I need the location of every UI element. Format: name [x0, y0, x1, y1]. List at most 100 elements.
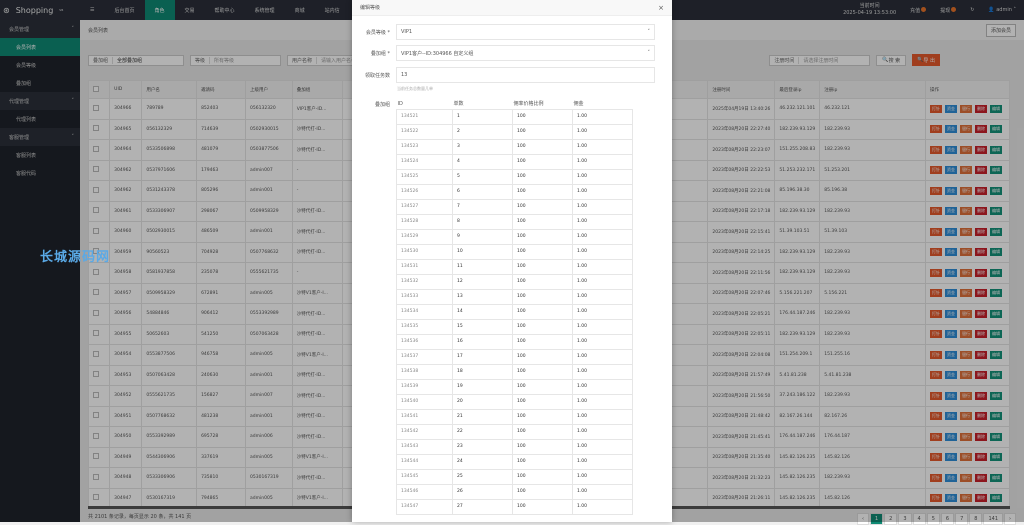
input-cell[interactable]: 1.00 [572, 468, 633, 485]
action-button-删除[interactable]: 删除 [975, 289, 987, 298]
action-button-银行[interactable]: 银行 [960, 330, 972, 339]
action-button-打针[interactable]: 打针 [930, 473, 942, 482]
username-input[interactable]: 请输入用户名称 [321, 57, 357, 64]
input-cell[interactable]: 100 [512, 483, 573, 500]
row-checkbox[interactable] [93, 371, 99, 378]
input-cell[interactable]: 100 [512, 378, 573, 395]
action-button-银行[interactable]: 银行 [960, 494, 972, 503]
nav-item-1[interactable]: 角色 [144, 0, 175, 20]
row-checkbox[interactable] [93, 186, 99, 193]
input-cell[interactable]: 1.00 [572, 318, 633, 335]
action-button-删除[interactable]: 删除 [975, 330, 987, 339]
action-button-编辑[interactable]: 编辑 [990, 207, 1002, 216]
input-cell[interactable]: 22 [452, 423, 513, 440]
action-button-编辑[interactable]: 编辑 [990, 289, 1002, 298]
action-button-编辑[interactable]: 编辑 [990, 350, 1002, 359]
action-button-银行[interactable]: 银行 [960, 207, 972, 216]
nav-item-0[interactable]: 后台首页 [114, 7, 135, 14]
input-cell[interactable]: 1.00 [572, 153, 633, 170]
input-cell[interactable]: 100 [512, 183, 573, 200]
input-cell[interactable]: 1.00 [572, 333, 633, 350]
action-button-打针[interactable]: 打针 [930, 186, 942, 195]
action-button-银行[interactable]: 银行 [960, 412, 972, 421]
action-button-资金[interactable]: 资金 [945, 248, 957, 257]
input-cell[interactable]: 1.00 [572, 183, 633, 200]
row-checkbox[interactable] [93, 227, 99, 234]
refresh-icon[interactable]: ↻ [970, 7, 975, 13]
action-button-删除[interactable]: 删除 [975, 104, 987, 113]
close-icon[interactable]: × [658, 3, 664, 12]
action-button-资金[interactable]: 资金 [945, 432, 957, 441]
input-cell[interactable]: 16 [452, 333, 513, 350]
input-cell[interactable]: 100 [512, 498, 573, 515]
action-button-编辑[interactable]: 编辑 [990, 432, 1002, 441]
action-button-删除[interactable]: 删除 [975, 432, 987, 441]
action-button-银行[interactable]: 银行 [960, 391, 972, 400]
input-cell[interactable]: 15 [452, 318, 513, 335]
nav-item-5[interactable]: 商城 [294, 7, 305, 14]
input-cell[interactable]: 19 [452, 378, 513, 395]
input-cell[interactable]: 1.00 [572, 168, 633, 185]
action-button-银行[interactable]: 银行 [960, 268, 972, 277]
action-button-打针[interactable]: 打针 [930, 330, 942, 339]
action-button-银行[interactable]: 银行 [960, 227, 972, 236]
input-cell[interactable]: 100 [512, 348, 573, 365]
action-button-资金[interactable]: 资金 [945, 125, 957, 134]
action-button-编辑[interactable]: 编辑 [990, 494, 1002, 503]
input-cell[interactable]: 100 [512, 453, 573, 470]
input-cell[interactable]: 12 [452, 273, 513, 290]
input-cell[interactable]: 25 [452, 468, 513, 485]
action-button-编辑[interactable]: 编辑 [990, 412, 1002, 421]
action-button-编辑[interactable]: 编辑 [990, 268, 1002, 277]
action-button-资金[interactable]: 资金 [945, 186, 957, 195]
input-cell[interactable]: 1.00 [572, 108, 633, 125]
action-button-打针[interactable]: 打针 [930, 166, 942, 175]
action-button-银行[interactable]: 银行 [960, 453, 972, 462]
input-cell[interactable]: 1.00 [572, 498, 633, 515]
row-checkbox[interactable] [93, 207, 99, 214]
sidebar-item[interactable]: 客服列表 [0, 146, 80, 164]
action-button-银行[interactable]: 银行 [960, 309, 972, 318]
action-button-资金[interactable]: 资金 [945, 268, 957, 277]
action-button-编辑[interactable]: 编辑 [990, 453, 1002, 462]
action-button-资金[interactable]: 资金 [945, 207, 957, 216]
input-cell[interactable]: 100 [512, 108, 573, 125]
input-cell[interactable]: 1.00 [572, 393, 633, 410]
action-button-删除[interactable]: 删除 [975, 248, 987, 257]
sidebar-item[interactable]: 会员等级 [0, 56, 80, 74]
input-cell[interactable]: 1.00 [572, 213, 633, 230]
input-cell[interactable]: 100 [512, 123, 573, 140]
action-button-编辑[interactable]: 编辑 [990, 391, 1002, 400]
action-button-编辑[interactable]: 编辑 [990, 330, 1002, 339]
input-cell[interactable]: 6 [452, 183, 513, 200]
nav-item-2[interactable]: 交易 [184, 7, 195, 14]
input-cell[interactable]: 100 [512, 138, 573, 155]
input-cell[interactable]: 13 [452, 288, 513, 305]
input-cell[interactable]: 14 [452, 303, 513, 320]
input-cell[interactable]: 100 [512, 213, 573, 230]
input-cell[interactable]: 100 [512, 468, 573, 485]
input-cell[interactable]: 100 [512, 273, 573, 290]
menu-toggle-icon[interactable]: ☰ [90, 7, 95, 13]
action-button-资金[interactable]: 资金 [945, 350, 957, 359]
sidebar-item[interactable]: 客服代码 [0, 164, 80, 182]
action-button-资金[interactable]: 资金 [945, 104, 957, 113]
action-button-银行[interactable]: 银行 [960, 289, 972, 298]
row-checkbox[interactable] [93, 330, 99, 337]
input-cell[interactable]: 8 [452, 213, 513, 230]
sidebar-group[interactable]: 会员管理 ˅ [0, 20, 80, 38]
input-cell[interactable]: 100 [512, 363, 573, 380]
search-button[interactable]: 🔍 搜 索 [876, 54, 907, 66]
input-cell[interactable]: 100 [512, 393, 573, 410]
row-checkbox[interactable] [93, 453, 99, 460]
action-button-资金[interactable]: 资金 [945, 166, 957, 175]
action-button-打针[interactable]: 打针 [930, 268, 942, 277]
input-cell[interactable]: 23 [452, 438, 513, 455]
input-cell[interactable]: 1.00 [572, 363, 633, 380]
input-cell[interactable]: 1.00 [572, 348, 633, 365]
input-cell[interactable]: 1.00 [572, 438, 633, 455]
action-button-资金[interactable]: 资金 [945, 391, 957, 400]
action-button-银行[interactable]: 银行 [960, 186, 972, 195]
action-button-删除[interactable]: 删除 [975, 227, 987, 236]
nav-item-3[interactable]: 帮助中心 [214, 7, 235, 14]
